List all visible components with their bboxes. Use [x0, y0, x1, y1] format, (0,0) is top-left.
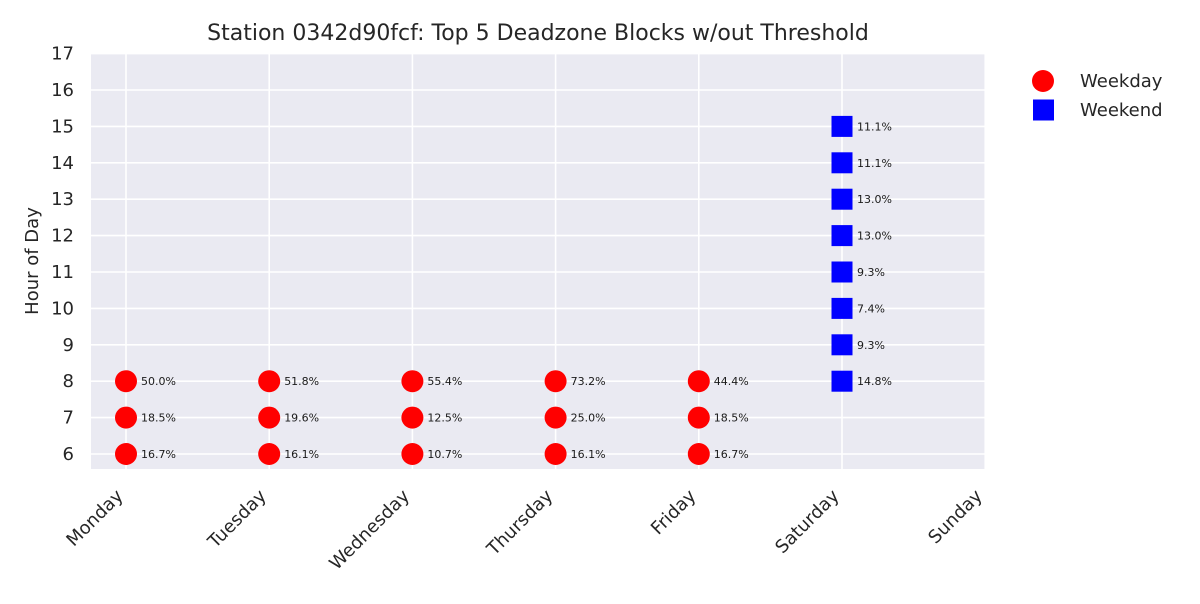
weekday-point	[115, 406, 137, 429]
y-tick-label: 15	[51, 116, 74, 137]
data-label: 13.0%	[857, 230, 892, 243]
x-tick-label: Saturday	[771, 485, 843, 557]
chart-title: Station 0342d90fcf: Top 5 Deadzone Block…	[207, 21, 869, 46]
weekend-point	[831, 261, 853, 283]
weekday-point	[258, 406, 281, 429]
legend-label: Weekday	[1080, 71, 1163, 92]
y-axis-label: Hour of Day	[22, 207, 43, 315]
y-tick-label: 17	[51, 44, 74, 65]
x-tick-label: Sunday	[924, 485, 987, 548]
weekday-point	[687, 370, 710, 393]
weekday-point	[544, 370, 567, 393]
weekday-point	[687, 406, 710, 429]
y-tick-label: 8	[63, 371, 74, 392]
weekday-point	[544, 406, 567, 429]
weekday-point	[544, 443, 567, 465]
data-label: 18.5%	[714, 412, 749, 425]
weekend-point	[831, 188, 853, 210]
weekend-point	[831, 297, 853, 319]
data-label: 11.1%	[857, 157, 892, 170]
y-tick-label: 14	[51, 153, 74, 174]
data-label: 25.0%	[571, 412, 606, 425]
data-points: 50.0% 18.5% 16.7% 51.8% 19.6% 16.1% 55.4% 12.5%…	[115, 115, 892, 465]
data-label: 7.4%	[857, 302, 885, 315]
weekend-point	[831, 225, 853, 247]
weekday-point	[401, 406, 424, 429]
data-label: 19.6%	[284, 412, 319, 425]
data-label: 44.4%	[714, 375, 749, 388]
y-tick-label: 7	[63, 408, 74, 429]
weekday-point	[115, 443, 137, 465]
data-label: 10.7%	[427, 448, 462, 461]
data-label: 16.1%	[571, 448, 606, 461]
weekday-point	[401, 370, 424, 393]
data-label: 11.1%	[857, 120, 892, 133]
y-tick-label: 12	[51, 226, 74, 247]
x-tick-label: Friday	[647, 485, 701, 539]
data-label: 18.5%	[141, 412, 176, 425]
weekday-point	[687, 443, 710, 465]
x-tick-label: Monday	[62, 485, 127, 550]
x-tick-label: Tuesday	[203, 485, 271, 553]
y-tick-label: 10	[51, 298, 74, 319]
data-label: 51.8%	[284, 375, 319, 388]
weekday-point	[258, 443, 281, 465]
weekday-point	[258, 370, 281, 393]
y-tick-label: 9	[63, 335, 74, 356]
data-label: 9.3%	[857, 266, 885, 279]
data-label: 50.0%	[141, 375, 176, 388]
data-label: 16.7%	[714, 448, 749, 461]
plot-background	[91, 53, 985, 469]
weekday-point	[401, 443, 424, 465]
weekend-point	[831, 152, 853, 174]
legend: Weekday Weekend	[1032, 70, 1163, 121]
x-tick-label: Thursday	[482, 485, 557, 560]
y-tick-label: 16	[51, 80, 74, 101]
data-label: 14.8%	[857, 375, 892, 388]
data-label: 73.2%	[571, 375, 606, 388]
weekend-point	[831, 370, 853, 392]
data-label: 9.3%	[857, 339, 885, 352]
weekend-point	[831, 115, 853, 137]
data-label: 55.4%	[427, 375, 462, 388]
y-tick-label: 6	[63, 444, 74, 465]
grid	[91, 52, 987, 469]
x-tick-label: Wednesday	[325, 485, 414, 574]
data-label: 16.7%	[141, 448, 176, 461]
legend-label: Weekend	[1080, 100, 1163, 121]
data-label: 12.5%	[427, 412, 462, 425]
weekend-point	[831, 334, 853, 356]
legend-weekend-marker	[1033, 99, 1054, 121]
data-label: 16.1%	[284, 448, 319, 461]
weekday-point	[115, 370, 137, 393]
y-tick-label: 13	[51, 189, 74, 210]
legend-weekday-marker	[1032, 70, 1054, 92]
data-label: 13.0%	[857, 193, 892, 206]
y-tick-label: 11	[51, 262, 74, 283]
